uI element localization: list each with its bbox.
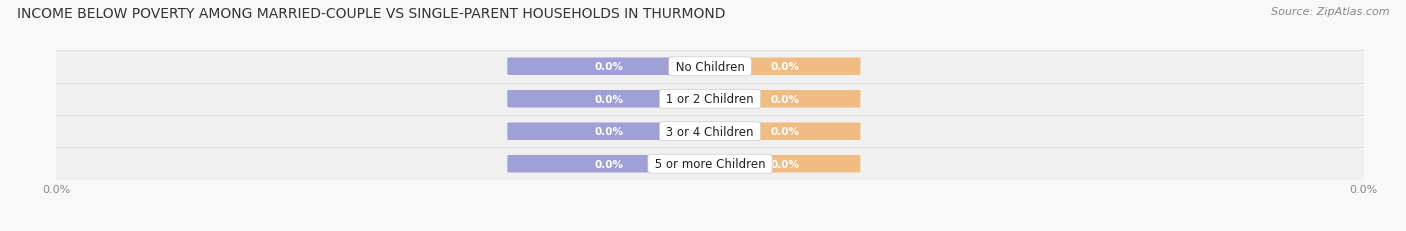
FancyBboxPatch shape [710, 123, 860, 140]
Text: 0.0%: 0.0% [595, 94, 623, 104]
Legend: Married Couples, Single Parents: Married Couples, Single Parents [595, 229, 825, 231]
Text: 0.0%: 0.0% [770, 159, 800, 169]
Text: 0.0%: 0.0% [595, 159, 623, 169]
Text: Source: ZipAtlas.com: Source: ZipAtlas.com [1271, 7, 1389, 17]
FancyBboxPatch shape [508, 58, 710, 76]
Bar [56, 116, 1364, 148]
FancyBboxPatch shape [710, 58, 860, 76]
Text: 0.0%: 0.0% [770, 94, 800, 104]
Text: 1 or 2 Children: 1 or 2 Children [662, 93, 758, 106]
FancyBboxPatch shape [508, 155, 710, 173]
Text: 0.0%: 0.0% [770, 62, 800, 72]
Text: INCOME BELOW POVERTY AMONG MARRIED-COUPLE VS SINGLE-PARENT HOUSEHOLDS IN THURMON: INCOME BELOW POVERTY AMONG MARRIED-COUPL… [17, 7, 725, 21]
Text: No Children: No Children [672, 61, 748, 73]
Text: 0.0%: 0.0% [595, 62, 623, 72]
Bar [56, 148, 1364, 180]
Bar [56, 83, 1364, 116]
Text: 0.0%: 0.0% [595, 127, 623, 137]
FancyBboxPatch shape [508, 123, 710, 140]
FancyBboxPatch shape [508, 91, 710, 108]
FancyBboxPatch shape [710, 155, 860, 173]
Text: 0.0%: 0.0% [770, 127, 800, 137]
Text: 5 or more Children: 5 or more Children [651, 158, 769, 170]
Bar [56, 51, 1364, 83]
FancyBboxPatch shape [710, 91, 860, 108]
Text: 3 or 4 Children: 3 or 4 Children [662, 125, 758, 138]
